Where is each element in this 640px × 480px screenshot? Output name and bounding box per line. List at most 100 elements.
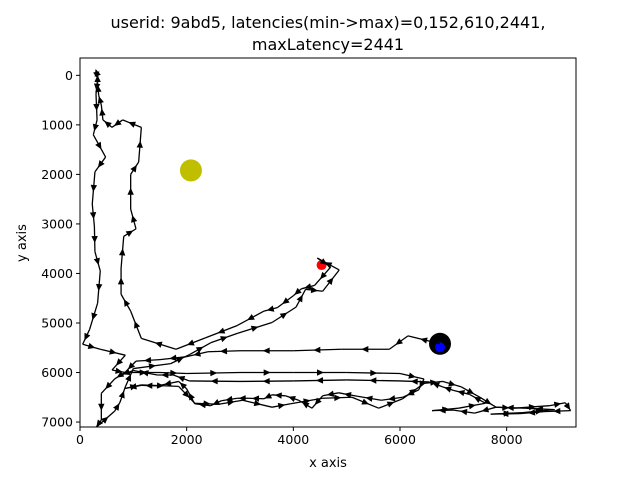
y-axis-label: y axis xyxy=(15,224,30,262)
path-arrowhead xyxy=(128,121,136,128)
path-arrowhead xyxy=(483,397,492,405)
path-arrowhead xyxy=(115,358,124,366)
path-arrowhead xyxy=(432,382,440,389)
path-arrowhead xyxy=(319,258,328,265)
path-arrowhead xyxy=(395,338,403,345)
path-arrowhead xyxy=(89,211,97,220)
x-tick-label: 8000 xyxy=(491,432,523,447)
path-arrowhead xyxy=(473,396,482,404)
path-arrowhead xyxy=(127,187,134,195)
path-arrowhead xyxy=(113,403,120,411)
path-arrowhead xyxy=(104,121,112,129)
path-arrowhead xyxy=(98,403,105,411)
path-arrowhead xyxy=(169,354,177,362)
path-arrowhead xyxy=(115,367,123,374)
path-arrowhead xyxy=(365,395,373,402)
path-arrowhead xyxy=(388,395,396,402)
path-arrowhead xyxy=(118,248,126,256)
path-arrowhead xyxy=(99,108,106,116)
path-arrowhead xyxy=(154,341,163,348)
x-tick-label: 0 xyxy=(76,432,84,447)
path-arrowhead xyxy=(296,294,303,303)
path-arrowhead xyxy=(129,384,138,391)
path-arrowhead xyxy=(95,283,103,292)
path-arrowhead xyxy=(182,390,190,398)
path-arrowhead xyxy=(563,402,571,411)
path-arrowhead xyxy=(536,405,544,413)
path-arrowhead xyxy=(408,372,416,379)
path-arrowhead xyxy=(123,299,131,307)
x-tick-label: 6000 xyxy=(384,432,416,447)
path-arrowhead xyxy=(326,277,334,285)
path-arrowhead xyxy=(130,164,137,173)
yellow-target-marker xyxy=(179,159,202,182)
path-arrowhead xyxy=(252,395,260,402)
y-tick-label: 4000 xyxy=(41,266,73,281)
path-arrowhead xyxy=(203,400,211,407)
path-arrowhead xyxy=(195,346,204,353)
path-arrowhead xyxy=(210,369,218,377)
path-arrowhead xyxy=(250,325,259,332)
path-arrowhead xyxy=(84,332,91,341)
path-arrowhead xyxy=(535,408,543,415)
path-arrowhead xyxy=(264,392,273,399)
path-arrowhead xyxy=(344,391,352,399)
path-arrowhead xyxy=(266,305,275,312)
path-arrowhead xyxy=(87,342,96,350)
path-arrowhead xyxy=(503,410,511,417)
x-axis-label: x axis xyxy=(309,456,347,471)
path-arrowhead xyxy=(277,402,286,410)
path-arrowhead xyxy=(317,369,324,376)
path-arrowhead xyxy=(100,416,109,424)
x-tick-label: 2000 xyxy=(171,432,203,447)
path-arrowhead xyxy=(179,382,188,390)
path-arrowhead xyxy=(93,257,100,266)
path-arrowhead xyxy=(320,271,328,280)
path-arrowhead xyxy=(161,371,169,379)
path-arrowhead xyxy=(506,404,514,411)
path-arrowhead xyxy=(175,357,184,364)
path-arrowhead xyxy=(93,103,100,112)
path-arrowhead xyxy=(118,390,125,399)
path-arrowhead xyxy=(410,378,418,385)
path-arrowhead xyxy=(134,320,141,329)
y-tick-label: 5000 xyxy=(41,315,73,330)
path-arrowhead xyxy=(420,337,428,344)
path-arrowhead xyxy=(109,348,117,355)
path-arrowhead xyxy=(114,119,122,126)
path-arrowhead xyxy=(220,336,228,343)
path-arrowhead xyxy=(553,407,561,415)
path-arrowhead xyxy=(304,283,312,290)
path-arrowhead xyxy=(186,339,195,346)
path-arrowhead xyxy=(220,347,228,355)
path-arrowhead xyxy=(468,403,476,410)
path-arrowhead xyxy=(93,83,101,91)
path-arrowhead xyxy=(97,160,105,168)
path-arrowhead xyxy=(164,379,172,387)
path-arrowhead xyxy=(316,377,324,384)
path-arrowhead xyxy=(448,380,456,387)
path-arrowhead xyxy=(282,297,290,305)
path-arrowhead xyxy=(97,96,104,104)
path-arrowhead xyxy=(301,402,310,409)
x-tick-label: 4000 xyxy=(277,432,309,447)
path-arrowhead xyxy=(141,370,149,377)
path-arrowhead xyxy=(156,382,164,389)
path-arrowhead xyxy=(247,314,255,321)
path-arrowhead xyxy=(430,379,438,386)
path-arrowhead xyxy=(127,362,136,370)
path-arrowhead xyxy=(334,394,342,402)
y-tick-label: 1000 xyxy=(41,117,73,132)
path-arrowhead xyxy=(238,395,246,402)
path-arrowhead xyxy=(217,327,226,334)
path-arrowhead xyxy=(370,369,378,377)
path-arrowhead xyxy=(148,363,156,370)
path-arrowhead xyxy=(116,371,125,378)
path-arrowhead xyxy=(369,377,377,384)
y-tick-label: 6000 xyxy=(41,365,73,380)
path-arrowhead xyxy=(131,215,138,223)
path-arrowhead xyxy=(460,408,468,416)
path-arrowhead xyxy=(95,141,102,150)
chart-title-line-1: userid: 9abd5, latencies(min->max)=0,152… xyxy=(111,13,546,32)
path-arrowhead xyxy=(262,377,270,385)
